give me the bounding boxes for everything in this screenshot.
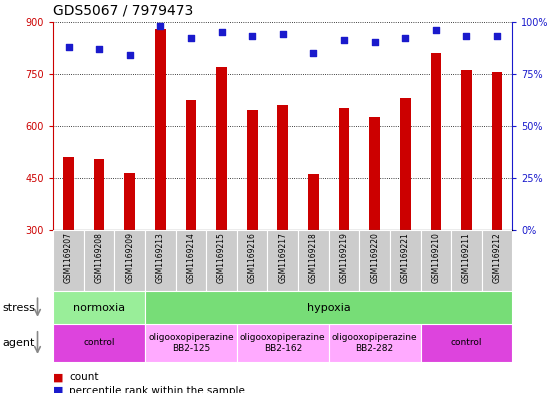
Text: GSM1169211: GSM1169211 — [462, 232, 471, 283]
Bar — [421, 230, 451, 291]
Text: control: control — [83, 338, 115, 347]
Bar — [369, 117, 380, 230]
Bar — [114, 230, 145, 291]
Bar — [247, 110, 258, 230]
Text: GSM1169215: GSM1169215 — [217, 232, 226, 283]
Bar — [451, 230, 482, 291]
Text: normoxia: normoxia — [73, 303, 125, 312]
Point — [125, 52, 134, 58]
Bar — [308, 174, 319, 230]
Bar — [339, 108, 349, 230]
Text: GSM1169213: GSM1169213 — [156, 232, 165, 283]
Point — [339, 37, 348, 44]
Text: control: control — [451, 338, 482, 347]
Text: GSM1169208: GSM1169208 — [95, 232, 104, 283]
Text: GSM1169217: GSM1169217 — [278, 232, 287, 283]
Bar — [431, 53, 441, 230]
Bar — [53, 324, 145, 362]
Text: GSM1169218: GSM1169218 — [309, 232, 318, 283]
Bar — [277, 105, 288, 230]
Bar — [298, 230, 329, 291]
Point — [248, 33, 256, 39]
Text: GSM1169212: GSM1169212 — [493, 232, 502, 283]
Bar — [216, 67, 227, 230]
Text: ■: ■ — [53, 372, 64, 382]
Bar — [492, 72, 502, 230]
Text: GSM1169221: GSM1169221 — [401, 232, 410, 283]
Point — [309, 50, 318, 56]
Text: hypoxia: hypoxia — [307, 303, 351, 312]
Point — [370, 39, 379, 46]
Text: GDS5067 / 7979473: GDS5067 / 7979473 — [53, 4, 193, 18]
Text: GSM1169209: GSM1169209 — [125, 232, 134, 283]
Text: ■: ■ — [53, 386, 64, 393]
Text: count: count — [69, 372, 99, 382]
Text: oligooxopiperazine
BB2-282: oligooxopiperazine BB2-282 — [332, 333, 417, 353]
Bar — [329, 230, 360, 291]
Point — [156, 23, 165, 29]
Bar — [176, 230, 206, 291]
Text: agent: agent — [3, 338, 35, 348]
Point — [278, 31, 287, 37]
Text: GSM1169220: GSM1169220 — [370, 232, 379, 283]
Bar — [84, 230, 114, 291]
Bar — [237, 324, 329, 362]
Point — [462, 33, 471, 39]
Point — [401, 35, 410, 41]
Bar — [360, 230, 390, 291]
Text: GSM1169216: GSM1169216 — [248, 232, 256, 283]
Text: GSM1169219: GSM1169219 — [339, 232, 348, 283]
Bar — [145, 291, 512, 324]
Text: GSM1169207: GSM1169207 — [64, 232, 73, 283]
Text: GSM1169214: GSM1169214 — [186, 232, 195, 283]
Bar — [400, 98, 410, 230]
Point — [217, 29, 226, 35]
Bar — [63, 157, 74, 230]
Text: stress: stress — [3, 303, 36, 312]
Point — [95, 46, 104, 52]
Bar — [206, 230, 237, 291]
Bar — [461, 70, 472, 230]
Bar — [482, 230, 512, 291]
Text: oligooxopiperazine
BB2-125: oligooxopiperazine BB2-125 — [148, 333, 234, 353]
Bar — [421, 324, 512, 362]
Point — [431, 27, 440, 33]
Bar — [268, 230, 298, 291]
Bar — [329, 324, 421, 362]
Bar — [124, 173, 135, 230]
Text: percentile rank within the sample: percentile rank within the sample — [69, 386, 245, 393]
Bar — [185, 100, 197, 230]
Text: oligooxopiperazine
BB2-162: oligooxopiperazine BB2-162 — [240, 333, 325, 353]
Bar — [53, 230, 84, 291]
Point — [186, 35, 195, 41]
Bar — [390, 230, 421, 291]
Bar — [94, 159, 105, 230]
Bar — [237, 230, 268, 291]
Bar — [145, 324, 237, 362]
Bar — [155, 29, 166, 230]
Point — [493, 33, 502, 39]
Point — [64, 44, 73, 50]
Bar — [145, 230, 176, 291]
Text: GSM1169210: GSM1169210 — [431, 232, 440, 283]
Bar — [53, 291, 145, 324]
